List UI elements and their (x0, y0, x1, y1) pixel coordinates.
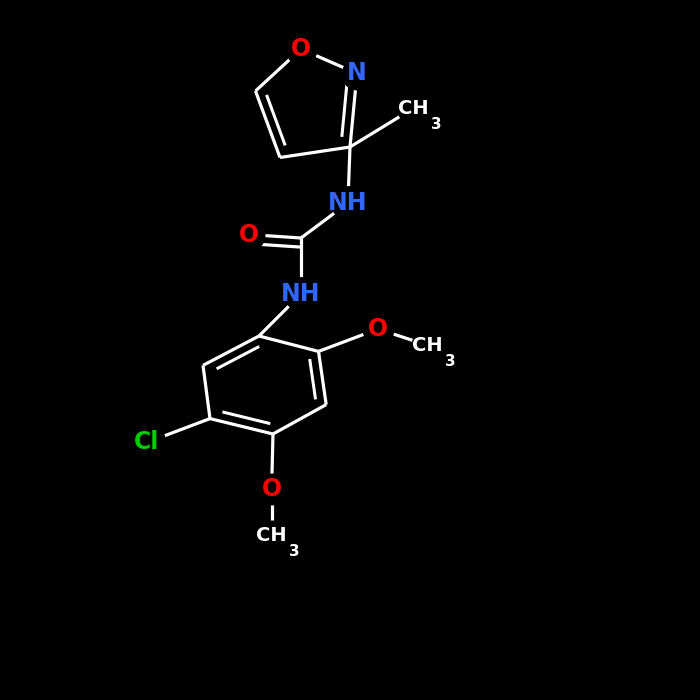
Text: 3: 3 (430, 117, 441, 132)
Text: O: O (291, 37, 311, 61)
Text: NH: NH (328, 191, 368, 215)
Text: Cl: Cl (134, 430, 160, 454)
Text: CH: CH (412, 335, 442, 355)
Text: O: O (239, 223, 258, 246)
Text: NH: NH (281, 282, 321, 306)
Text: CH: CH (398, 99, 428, 118)
Text: CH: CH (256, 526, 287, 545)
Text: N: N (347, 62, 367, 85)
Text: 3: 3 (444, 354, 455, 368)
Text: O: O (368, 317, 388, 341)
Text: 3: 3 (289, 544, 300, 559)
Text: O: O (262, 477, 281, 500)
